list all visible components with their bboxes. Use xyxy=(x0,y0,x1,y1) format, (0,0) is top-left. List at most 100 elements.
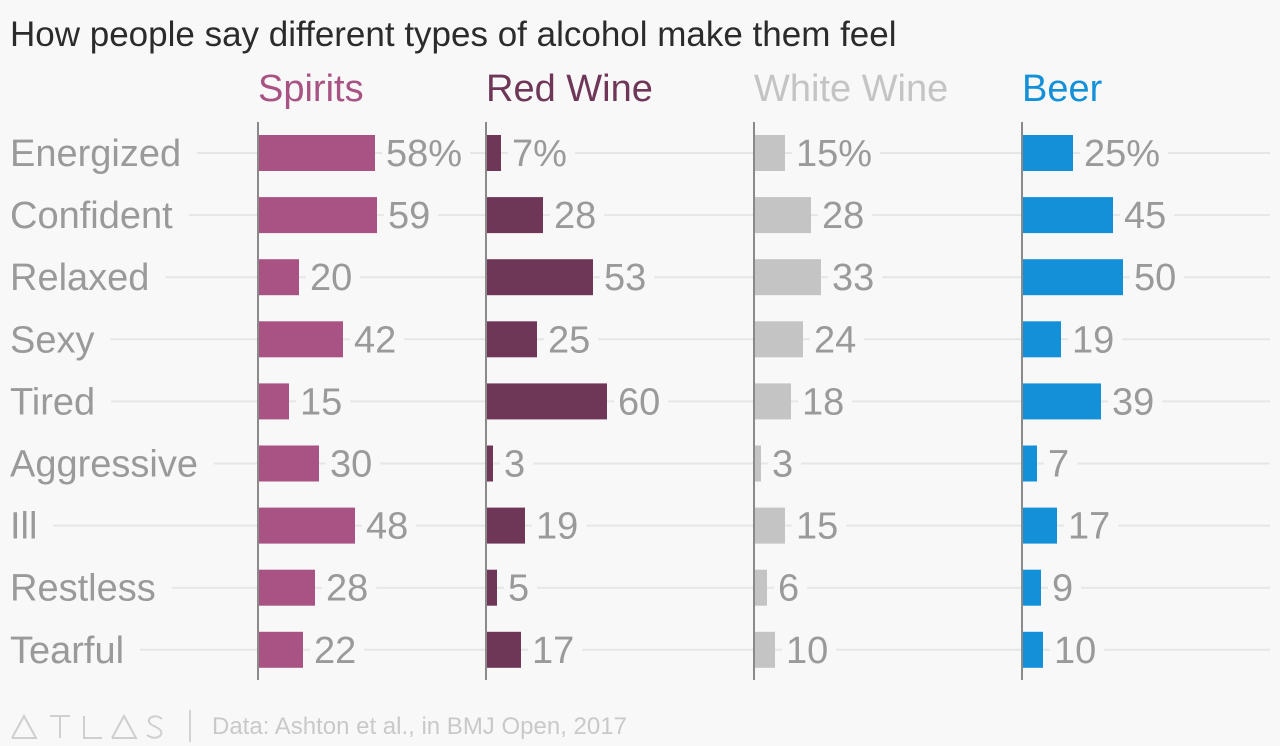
bar-spirits-ill xyxy=(259,507,355,544)
bar-red-wine-confident xyxy=(487,197,543,234)
value-label-bg xyxy=(508,131,575,175)
bar-beer-tired xyxy=(1023,383,1101,420)
category-label-bg xyxy=(0,127,198,179)
value-label: 17 xyxy=(532,630,574,672)
value-label: 19 xyxy=(536,506,578,548)
bar-red-wine-ill xyxy=(487,507,525,544)
value-label-bg xyxy=(810,317,865,362)
bar-spirits-confident xyxy=(259,197,377,234)
bar-beer-confident xyxy=(1023,197,1113,234)
bar-spirits-aggressive xyxy=(259,445,319,482)
category-label-bg xyxy=(0,499,54,552)
value-label-bg xyxy=(782,627,837,672)
value-label: 42 xyxy=(354,319,396,361)
value-label-bg xyxy=(1068,317,1123,362)
value-label-bg xyxy=(1048,565,1082,610)
bar-red-wine-relaxed xyxy=(487,259,593,296)
category-label-bg xyxy=(0,437,214,490)
category-label-bg xyxy=(0,375,112,428)
value-label-bg xyxy=(1064,503,1119,548)
bar-red-wine-sexy xyxy=(487,321,537,358)
value-label: 39 xyxy=(1112,381,1154,423)
value-label-bg xyxy=(500,441,534,486)
series-title-spirits: Spirits xyxy=(258,68,364,110)
value-label-bg xyxy=(1120,193,1175,238)
value-label-bg xyxy=(382,131,471,175)
bar-spirits-tearful xyxy=(259,631,303,668)
bar-white-wine-confident xyxy=(755,197,811,234)
category-label-bg xyxy=(0,251,166,304)
category-label-aggressive: Aggressive xyxy=(10,444,198,486)
value-label-bg xyxy=(532,503,587,548)
value-label-bg xyxy=(504,565,538,610)
category-label-bg xyxy=(0,313,111,366)
value-label-bg xyxy=(768,441,802,486)
value-label: 17 xyxy=(1068,506,1110,548)
value-label-bg xyxy=(362,503,417,548)
value-label-bg xyxy=(1130,255,1185,300)
bar-white-wine-ill xyxy=(755,507,785,544)
bar-beer-tearful xyxy=(1023,631,1043,668)
value-label-bg xyxy=(1050,627,1105,672)
bar-white-wine-restless xyxy=(755,569,767,606)
value-label: 10 xyxy=(786,630,828,672)
value-label: 19 xyxy=(1072,319,1114,361)
value-label-bg xyxy=(296,379,351,424)
footer: Data: Ashton et al., in BMJ Open, 2017 xyxy=(11,710,627,742)
value-label: 33 xyxy=(832,257,874,299)
source-note: Data: Ashton et al., in BMJ Open, 2017 xyxy=(212,713,627,740)
value-label-bg xyxy=(326,441,381,486)
value-label-bg xyxy=(1108,379,1163,424)
value-label: 30 xyxy=(330,444,372,486)
atlas-logo-icon xyxy=(11,713,163,739)
bar-beer-ill xyxy=(1023,507,1057,544)
value-label: 5 xyxy=(508,568,529,610)
bar-beer-energized xyxy=(1023,135,1073,171)
value-label: 15% xyxy=(796,133,872,175)
value-label-bg xyxy=(774,565,808,610)
value-label: 28 xyxy=(326,568,368,610)
value-label-bg xyxy=(614,379,669,424)
bar-red-wine-energized xyxy=(487,135,501,171)
value-label: 25 xyxy=(548,319,590,361)
bar-red-wine-restless xyxy=(487,569,497,606)
value-label-bg xyxy=(350,317,405,362)
value-label-bg xyxy=(792,503,847,548)
value-label-bg xyxy=(1080,131,1169,175)
series-title-white-wine: White Wine xyxy=(754,68,948,110)
value-label: 59 xyxy=(388,195,430,237)
series-title-red-wine: Red Wine xyxy=(486,68,653,110)
bar-red-wine-tired xyxy=(487,383,607,420)
bar-white-wine-tired xyxy=(755,383,791,420)
category-label-tired: Tired xyxy=(10,381,95,423)
value-label: 18 xyxy=(802,381,844,423)
value-label-bg xyxy=(818,193,873,238)
value-label: 58% xyxy=(386,133,462,175)
category-label-bg xyxy=(0,561,172,614)
value-label-bg xyxy=(550,193,605,238)
bar-red-wine-tearful xyxy=(487,631,521,668)
value-label: 20 xyxy=(310,257,352,299)
category-label-confident: Confident xyxy=(10,195,173,237)
bar-white-wine-energized xyxy=(755,135,785,171)
bar-spirits-relaxed xyxy=(259,259,299,296)
value-label: 28 xyxy=(822,195,864,237)
value-label-bg xyxy=(306,255,361,300)
value-label: 48 xyxy=(366,506,408,548)
value-label: 60 xyxy=(618,381,660,423)
bar-beer-relaxed xyxy=(1023,259,1123,296)
panel-beer: Beer 25% 45 50 19 39 7 17 9 10 xyxy=(1021,68,1185,680)
chart-title: How people say different types of alcoho… xyxy=(10,15,897,54)
value-label: 6 xyxy=(778,568,799,610)
bar-beer-aggressive xyxy=(1023,445,1037,482)
value-label: 50 xyxy=(1134,257,1176,299)
category-label-sexy: Sexy xyxy=(10,319,94,361)
category-label-energized: Energized xyxy=(10,133,181,175)
bar-beer-sexy xyxy=(1023,321,1061,358)
bar-white-wine-sexy xyxy=(755,321,803,358)
value-label: 3 xyxy=(504,444,525,486)
value-label: 15 xyxy=(796,506,838,548)
value-label: 15 xyxy=(300,381,342,423)
